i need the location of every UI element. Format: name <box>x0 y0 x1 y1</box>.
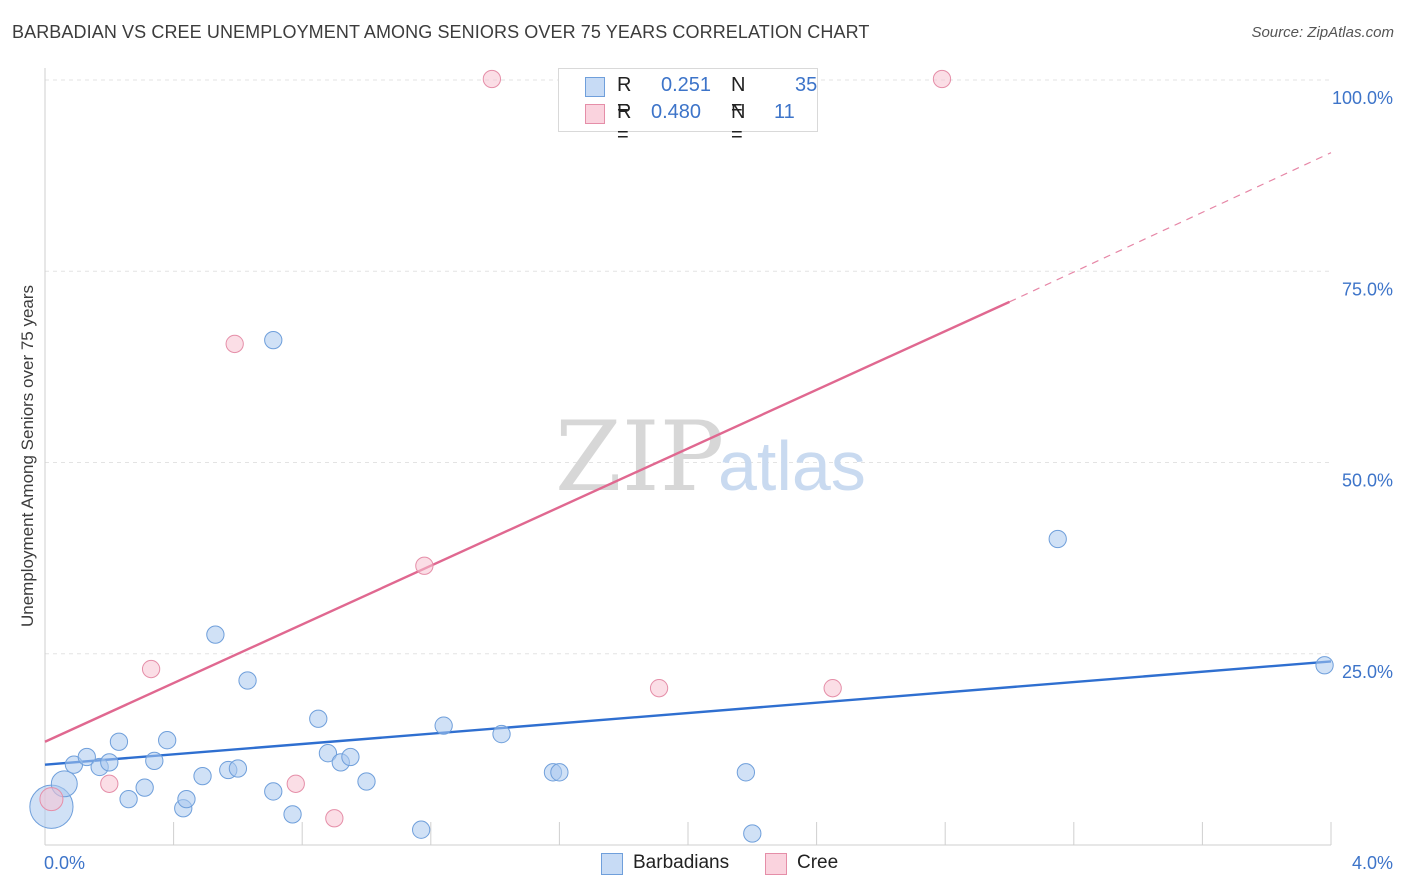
data-point-cree <box>100 774 119 793</box>
x-tick-label: 4.0% <box>1352 853 1393 873</box>
y-tick-label: 25.0% <box>1342 662 1393 682</box>
data-point-barbadians <box>264 782 283 801</box>
data-point-cree <box>141 659 161 679</box>
data-point-barbadians <box>1048 529 1067 549</box>
correlation-legend: R = 0.251 N = 35 R = 0.480 N = 11 <box>558 68 818 146</box>
bottom-legend-label: Cree <box>797 852 839 873</box>
legend-n-label: N = <box>731 101 746 146</box>
data-point-cree <box>325 809 344 828</box>
data-point-cree <box>932 69 952 89</box>
legend-r-label: R = <box>617 74 632 119</box>
data-point-barbadians <box>412 820 431 839</box>
data-point-barbadians <box>77 747 96 767</box>
data-point-cree <box>649 679 669 698</box>
data-point-cree <box>823 679 842 698</box>
data-point-barbadians <box>492 724 511 744</box>
legend-r-label: R = <box>617 101 632 146</box>
data-points <box>29 69 1334 843</box>
data-point-barbadians <box>743 824 762 843</box>
data-point-barbadians <box>100 753 119 772</box>
data-point-cree <box>225 334 244 354</box>
y-tick-label: 75.0% <box>1342 279 1393 299</box>
data-point-barbadians <box>264 330 283 350</box>
data-point-cree <box>482 69 502 89</box>
legend-swatch-cree <box>585 104 605 124</box>
data-point-barbadians <box>206 625 225 644</box>
watermark-zip: ZIP <box>555 401 724 513</box>
legend-n-value: 11 <box>774 101 795 123</box>
data-point-barbadians <box>434 716 453 735</box>
tick-labels: 100.0% 75.0% 50.0% 25.0% 0.0% 4.0% <box>44 88 1393 873</box>
trend-line-cree <box>44 300 1010 743</box>
watermark: ZIP atlas <box>555 401 866 513</box>
data-point-cree <box>286 774 305 793</box>
trend-line-extension-cree <box>1009 152 1332 303</box>
data-point-barbadians <box>318 744 338 763</box>
data-point-barbadians <box>135 778 154 797</box>
data-point-barbadians <box>357 772 376 791</box>
x-tick-label: 0.0% <box>44 853 85 873</box>
trend-lines <box>44 152 1332 766</box>
source-credit: Source: ZipAtlas.com <box>1251 24 1394 41</box>
bottom-legend-swatch-cree <box>765 853 787 875</box>
legend-n-value: 35 <box>795 74 818 96</box>
data-point-barbadians <box>309 709 328 728</box>
trend-line-barbadians <box>44 660 1332 766</box>
bottom-legend-label: Barbadians <box>633 852 730 873</box>
data-point-barbadians <box>193 767 212 786</box>
data-point-barbadians <box>109 732 129 751</box>
legend-swatch-barbadians <box>585 77 605 97</box>
chart-title: BARBADIAN VS CREE UNEMPLOYMENT AMONG SEN… <box>12 22 870 42</box>
legend-n-label: N = <box>731 74 746 119</box>
data-point-barbadians <box>550 763 569 782</box>
axes <box>44 68 1332 846</box>
data-point-barbadians <box>119 789 138 809</box>
bottom-legend-swatch-barbadians <box>601 853 623 875</box>
data-point-cree <box>39 787 64 812</box>
data-point-barbadians <box>1315 656 1334 675</box>
data-point-cree <box>415 556 434 575</box>
y-tick-label: 100.0% <box>1332 88 1393 108</box>
data-point-barbadians <box>341 747 360 767</box>
data-point-barbadians <box>145 751 164 770</box>
watermark-atlas: atlas <box>718 427 866 505</box>
data-point-barbadians <box>158 731 177 750</box>
data-point-barbadians <box>177 789 196 809</box>
data-point-barbadians <box>283 805 302 824</box>
data-point-barbadians <box>238 671 257 690</box>
data-point-barbadians <box>736 763 756 782</box>
data-point-barbadians <box>228 759 248 778</box>
legend-r-value: 0.251 <box>661 74 712 96</box>
y-axis-label: Unemployment Among Seniors over 75 years <box>18 285 37 627</box>
legend-r-value: 0.480 <box>651 101 702 123</box>
grid-lines <box>45 79 1331 655</box>
y-tick-label: 50.0% <box>1342 471 1393 491</box>
